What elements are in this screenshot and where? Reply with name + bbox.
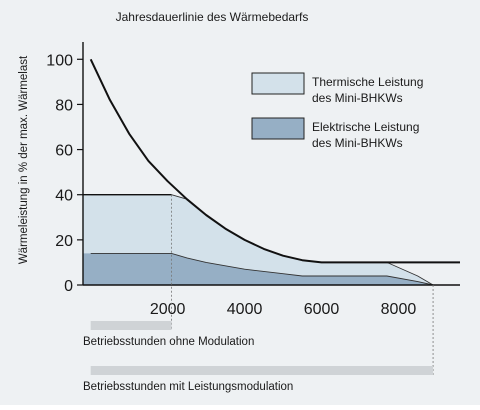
x-tick-label: 8000	[381, 301, 417, 318]
bar-label-no-modulation: Betriebsstunden ohne Modulation	[83, 336, 254, 348]
legend-label-electric-line2: des Mini-BHKWs	[312, 136, 403, 150]
y-axis-label: Wärmeleistung in % der max. Wärmelast	[18, 55, 30, 264]
y-tick-label: 0	[64, 278, 73, 295]
x-tick-label: 6000	[304, 301, 340, 318]
legend-swatch-electric	[251, 117, 305, 140]
legend: Thermische Leistung des Mini-BHKWs Elekt…	[251, 72, 423, 150]
x-tick-label: 2000	[150, 301, 186, 318]
bar-no-modulation	[90, 321, 172, 330]
legend-label-electric-line1: Elektrische Leistung	[312, 120, 419, 134]
y-tick-label: 60	[55, 143, 73, 160]
series-line-heat-demand	[89, 58, 460, 264]
series-line-electric	[90, 252, 434, 286]
x-tick-label: 4000	[227, 301, 263, 318]
y-tick-label: 40	[55, 188, 73, 205]
y-tick-label: 80	[55, 97, 73, 114]
bar-modulation	[90, 366, 434, 375]
legend-label-thermal-line1: Thermische Leistung	[312, 75, 423, 89]
legend-label-thermal-line2: des Mini-BHKWs	[312, 91, 403, 105]
bar-label-modulation: Betriebsstunden mit Leistungsmodulation	[83, 381, 293, 393]
chart-title: Jahresdauerlinie des Wärmebedarfs	[116, 10, 309, 24]
y-tick-label: 100	[46, 52, 73, 69]
y-tick-label: 20	[55, 233, 73, 250]
legend-swatch-thermal	[251, 72, 305, 95]
series-area-electric	[83, 253, 434, 285]
